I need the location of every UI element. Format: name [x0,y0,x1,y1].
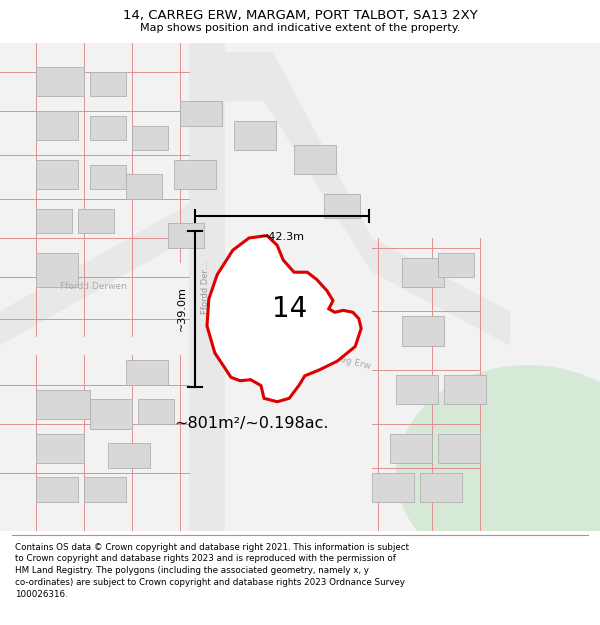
Polygon shape [84,478,126,502]
Text: 14, CARREG ERW, MARGAM, PORT TALBOT, SA13 2XY: 14, CARREG ERW, MARGAM, PORT TALBOT, SA1… [122,9,478,22]
Polygon shape [126,174,162,199]
Polygon shape [36,253,78,287]
Text: Carreg Erw: Carreg Erw [321,350,371,371]
Polygon shape [132,126,168,150]
Polygon shape [294,145,336,174]
Polygon shape [444,375,486,404]
Polygon shape [168,223,204,248]
Polygon shape [402,258,444,287]
Polygon shape [0,204,189,346]
Polygon shape [108,443,150,468]
Ellipse shape [396,365,600,580]
Polygon shape [90,72,126,96]
Polygon shape [396,375,438,404]
Polygon shape [36,160,78,189]
Text: Map shows position and indicative extent of the property.: Map shows position and indicative extent… [140,23,460,33]
Polygon shape [90,164,126,189]
Polygon shape [126,360,168,384]
Text: Contains OS data © Crown copyright and database right 2021. This information is : Contains OS data © Crown copyright and d… [15,542,409,599]
Polygon shape [78,209,114,233]
Polygon shape [390,434,432,463]
Polygon shape [420,472,462,502]
Polygon shape [138,399,174,424]
Polygon shape [174,160,216,189]
Polygon shape [36,209,72,233]
Polygon shape [372,472,414,502]
Polygon shape [36,434,84,463]
Polygon shape [90,399,132,429]
Text: ~39.0m: ~39.0m [177,286,187,331]
Polygon shape [36,478,78,502]
Polygon shape [324,194,360,219]
Text: Ffordd Derwen: Ffordd Derwen [60,282,127,291]
Polygon shape [438,434,480,463]
Polygon shape [438,253,474,277]
Polygon shape [90,116,126,140]
Text: ~801m²/~0.198ac.: ~801m²/~0.198ac. [175,416,329,431]
Polygon shape [225,52,510,346]
Polygon shape [36,389,90,419]
Text: 14: 14 [272,295,307,323]
Polygon shape [36,67,84,96]
Text: Ffordd Der…: Ffordd Der… [201,260,210,314]
Polygon shape [207,236,361,402]
Polygon shape [234,121,276,150]
Bar [189,42,225,531]
Polygon shape [36,111,78,140]
Polygon shape [180,101,222,126]
Polygon shape [402,316,444,346]
Text: ~42.3m: ~42.3m [260,232,305,242]
